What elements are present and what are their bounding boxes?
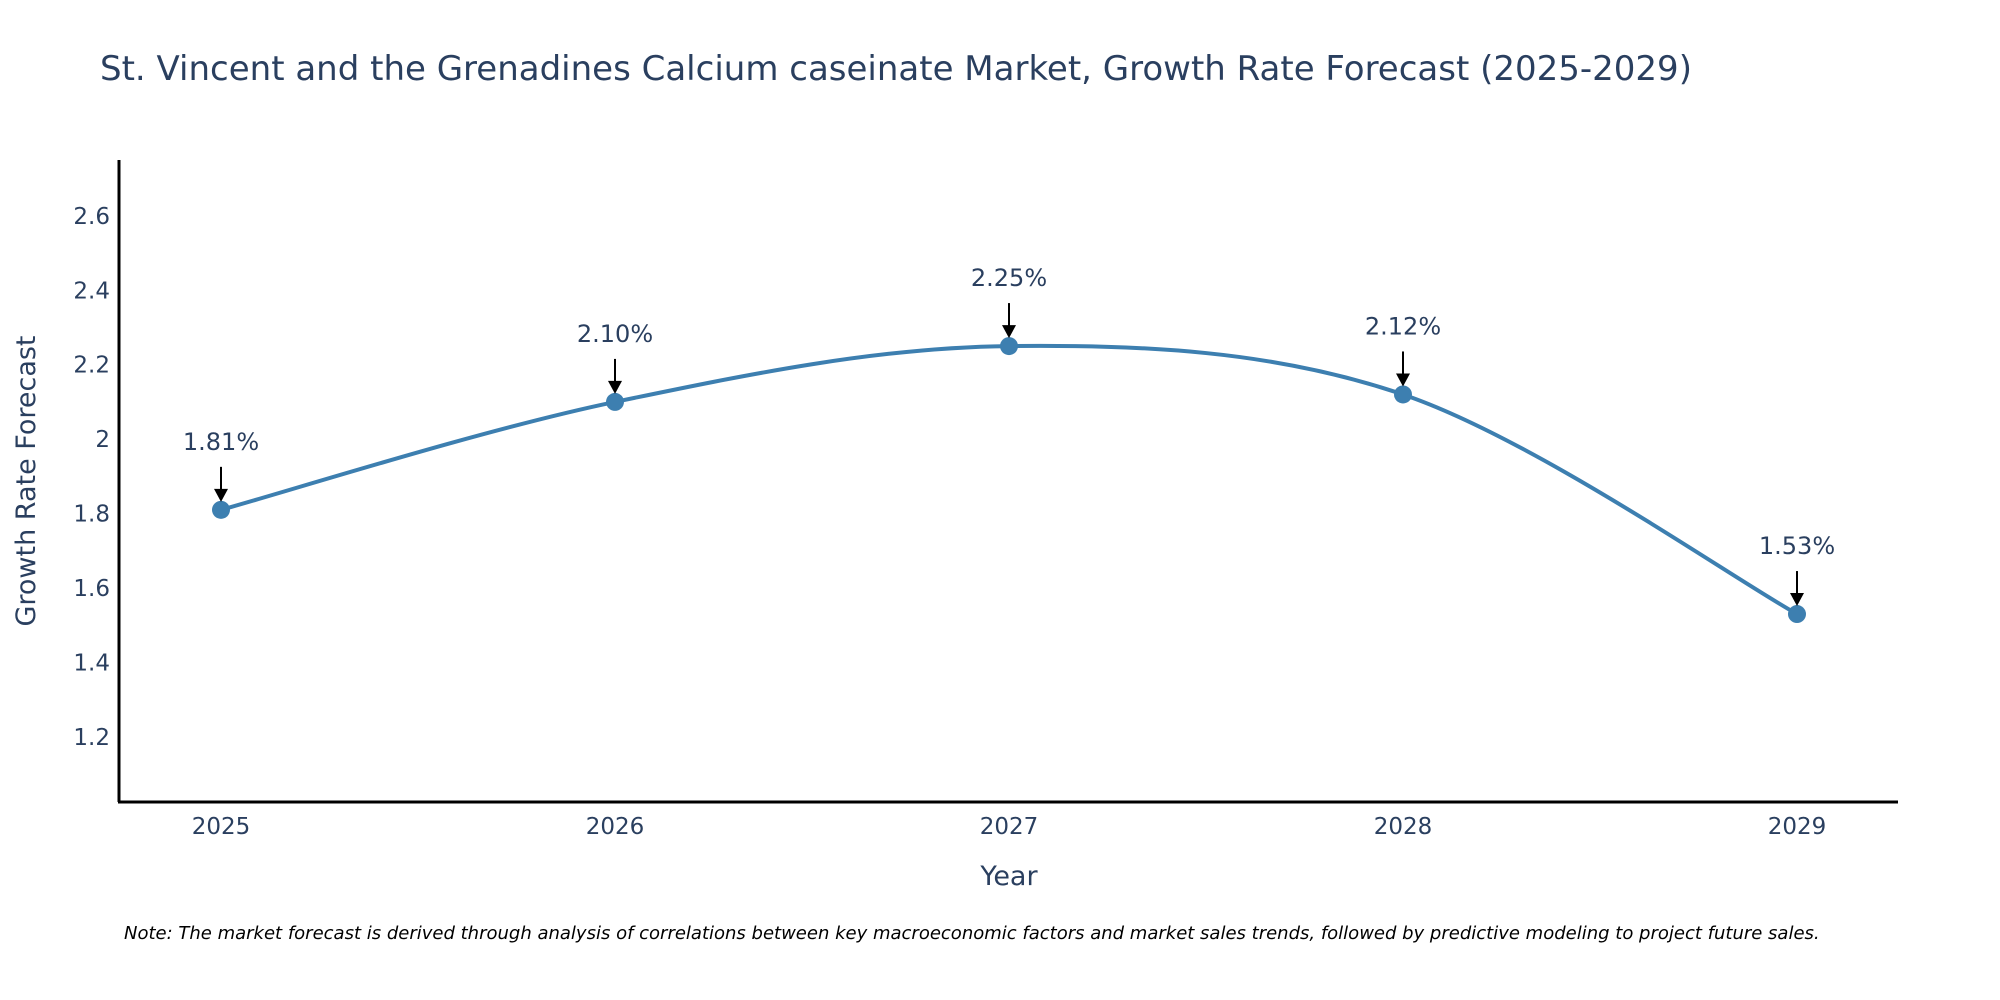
data-annotation: 2.25% xyxy=(971,264,1047,339)
data-annotation: 2.12% xyxy=(1365,312,1441,387)
data-point-marker xyxy=(1000,337,1018,356)
x-axis-ticks: 2025 2026 2027 2028 2029 xyxy=(192,814,1827,840)
x-tick-label: 2027 xyxy=(980,814,1039,840)
data-label: 2.10% xyxy=(577,320,653,348)
plot-area: 1.21.41.61.822.22.42.6 2025 2026 2027 2028 2… xyxy=(73,160,1898,840)
x-axis-title: Year xyxy=(979,861,1038,892)
data-point-marker xyxy=(606,392,624,411)
annotation-arrow-head xyxy=(1790,593,1804,607)
x-tick-label: 2025 xyxy=(192,814,251,840)
data-label: 2.25% xyxy=(971,264,1047,292)
data-label: 2.12% xyxy=(1365,312,1441,340)
data-label: 1.81% xyxy=(183,428,259,456)
y-tick-label: 2.2 xyxy=(73,353,110,379)
annotation-arrow-head xyxy=(1002,325,1016,339)
growth-rate-line xyxy=(220,343,1798,616)
y-axis-ticks: 1.2 1.4 1.6 1.8 2 2.2 2.4 2.6 xyxy=(73,204,110,751)
data-point-marker xyxy=(1394,385,1412,404)
y-tick-label: 1.8 xyxy=(73,502,110,528)
y-tick-label: 1.2 xyxy=(73,725,110,751)
x-tick-label: 2028 xyxy=(1374,814,1433,840)
y-tick-label: 1.6 xyxy=(73,576,110,602)
annotation-arrow-head xyxy=(608,380,622,394)
data-label: 1.53% xyxy=(1759,532,1835,560)
data-annotations: 1.81% 2.10% 2.25% 2.12% 1.53% xyxy=(183,264,1835,607)
chart-title: St. Vincent and the Grenadines Calcium c… xyxy=(100,49,1692,89)
data-annotation: 1.81% xyxy=(183,428,259,502)
data-annotation: 1.53% xyxy=(1759,532,1835,607)
footnote: Note: The market forecast is derived thr… xyxy=(124,923,1820,944)
y-tick-label: 1.4 xyxy=(73,650,110,676)
data-annotation: 2.10% xyxy=(577,320,653,394)
x-tick-label: 2026 xyxy=(586,814,645,840)
data-point-marker xyxy=(212,500,230,519)
y-tick-label: 2.6 xyxy=(73,204,110,230)
y-axis-title: Growth Rate Forecast xyxy=(11,335,42,626)
data-markers xyxy=(212,337,1806,624)
y-tick-label: 2 xyxy=(95,427,110,453)
data-point-marker xyxy=(1788,605,1806,624)
y-tick-label: 2.4 xyxy=(73,278,110,304)
annotation-arrow-head xyxy=(214,488,228,502)
annotation-arrow-head xyxy=(1396,373,1410,387)
x-tick-label: 2029 xyxy=(1768,814,1827,840)
